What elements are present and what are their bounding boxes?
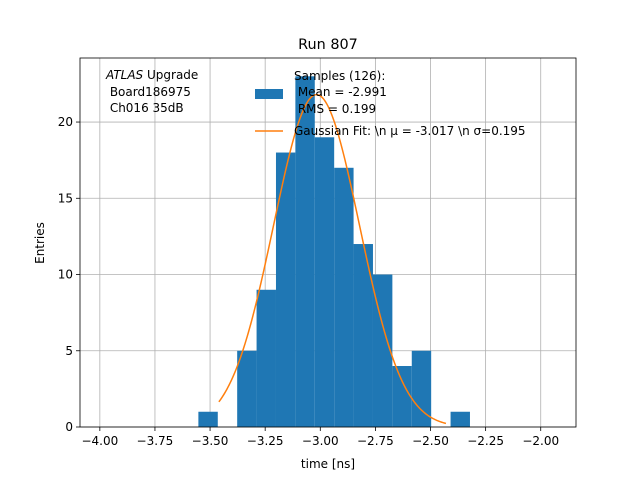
- histogram-bar: [411, 350, 432, 427]
- chart-title: Run 807: [298, 37, 358, 53]
- gaussian-fit-curve: [218, 93, 447, 425]
- x-tick-label: −2.00: [522, 434, 559, 448]
- y-tick-label: 15: [58, 191, 73, 205]
- histogram-bar: [334, 167, 354, 427]
- y-tick-label: 5: [65, 344, 73, 358]
- histogram-bar: [237, 350, 257, 427]
- x-axis-label: time [ns]: [301, 457, 355, 471]
- legend-histogram-swatch: [255, 89, 283, 99]
- plot-frame: [79, 57, 577, 428]
- y-tick-label: 10: [58, 268, 73, 282]
- histogram-bar: [353, 244, 373, 427]
- annotation-line-2: Board186975: [106, 85, 191, 99]
- legend: Samples (126): Mean = -2.991 RMS = 0.199…: [255, 69, 526, 138]
- y-tick-label: 0: [65, 420, 73, 434]
- histogram-bar: [392, 366, 412, 427]
- annotation-line-3: Ch016 35dB: [106, 101, 184, 115]
- histogram-bar: [295, 76, 315, 428]
- legend-histogram-label-line-2: Mean = -2.991: [294, 85, 387, 99]
- legend-histogram-label-line-3: RMS = 0.199: [294, 102, 376, 116]
- x-tick-label: −2.50: [412, 434, 449, 448]
- histogram-bar: [275, 152, 296, 428]
- y-axis-ticks: 0 5 10 15 20: [58, 115, 80, 434]
- histogram-bar: [450, 411, 470, 427]
- legend-fit-label: Gaussian Fit: \n μ = -3.017 \n σ=0.195: [294, 124, 526, 138]
- y-tick-label: 20: [58, 115, 73, 129]
- y-axis-label: Entries: [33, 222, 47, 264]
- histogram-bar: [256, 289, 276, 427]
- x-tick-label: −3.25: [247, 434, 284, 448]
- x-tick-label: −3.50: [192, 434, 229, 448]
- x-tick-label: −4.00: [81, 434, 118, 448]
- histogram-bar: [198, 411, 218, 427]
- x-axis-ticks: −4.00 −3.75 −3.50 −3.25 −3.00 −2.75 −2.50 −2.25…: [81, 427, 559, 448]
- annotation-line-1: ATLAS Upgrade: [105, 68, 198, 82]
- legend-histogram-label-line-1: Samples (126):: [294, 69, 385, 83]
- x-tick-label: −2.25: [467, 434, 504, 448]
- x-tick-label: −3.75: [137, 434, 174, 448]
- histogram-bars: [198, 76, 470, 428]
- x-tick-label: −2.75: [357, 434, 394, 448]
- atlas-annotation: ATLAS Upgrade Board186975 Ch016 35dB: [105, 68, 198, 115]
- x-tick-label: −3.00: [302, 434, 339, 448]
- histogram-bar: [372, 274, 393, 427]
- histogram-bar: [314, 137, 335, 428]
